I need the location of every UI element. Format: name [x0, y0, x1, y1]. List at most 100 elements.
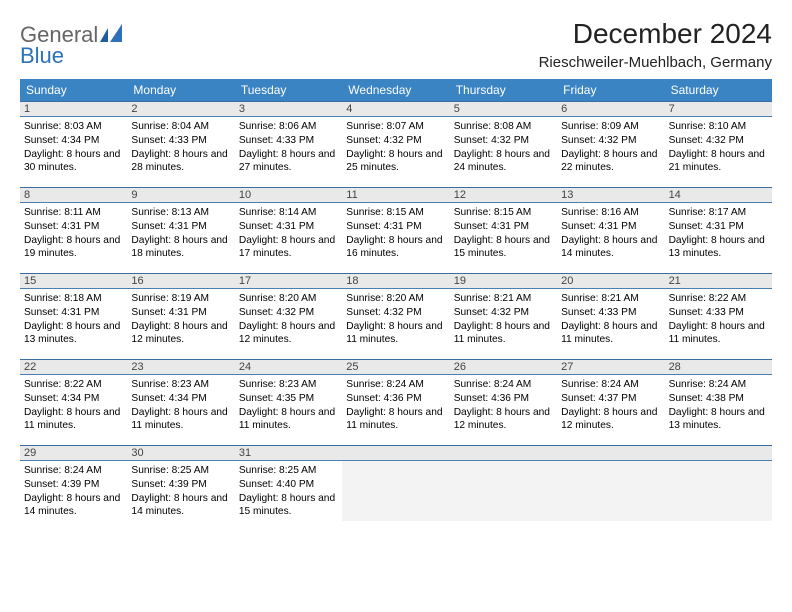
sunrise-text: Sunrise: 8:10 AM: [669, 120, 768, 134]
day-cell: 12Sunrise: 8:15 AMSunset: 4:31 PMDayligh…: [450, 187, 557, 273]
day-number: 9: [127, 187, 234, 203]
logo-text: General Blue: [20, 24, 126, 67]
day-cell: 30Sunrise: 8:25 AMSunset: 4:39 PMDayligh…: [127, 445, 234, 531]
day-cell: 22Sunrise: 8:22 AMSunset: 4:34 PMDayligh…: [20, 359, 127, 445]
daylight-text: Daylight: 8 hours and 12 minutes.: [561, 406, 660, 434]
day-cell: 2Sunrise: 8:04 AMSunset: 4:33 PMDaylight…: [127, 101, 234, 187]
day-cell: 24Sunrise: 8:23 AMSunset: 4:35 PMDayligh…: [235, 359, 342, 445]
day-content: Sunrise: 8:08 AMSunset: 4:32 PMDaylight:…: [450, 117, 557, 183]
day-cell: 11Sunrise: 8:15 AMSunset: 4:31 PMDayligh…: [342, 187, 449, 273]
sunset-text: Sunset: 4:32 PM: [561, 134, 660, 148]
week-row: 15Sunrise: 8:18 AMSunset: 4:31 PMDayligh…: [20, 273, 772, 359]
day-number: 21: [665, 273, 772, 289]
day-cell: 17Sunrise: 8:20 AMSunset: 4:32 PMDayligh…: [235, 273, 342, 359]
day-cell: 27Sunrise: 8:24 AMSunset: 4:37 PMDayligh…: [557, 359, 664, 445]
dayname-tuesday: Tuesday: [235, 79, 342, 101]
sunset-text: Sunset: 4:31 PM: [131, 306, 230, 320]
sunrise-text: Sunrise: 8:24 AM: [454, 378, 553, 392]
day-number: 2: [127, 101, 234, 117]
sunrise-text: Sunrise: 8:25 AM: [131, 464, 230, 478]
day-content: Sunrise: 8:24 AMSunset: 4:39 PMDaylight:…: [20, 461, 127, 527]
day-number: 23: [127, 359, 234, 375]
dayname-row: Sunday Monday Tuesday Wednesday Thursday…: [20, 79, 772, 101]
daylight-text: Daylight: 8 hours and 11 minutes.: [561, 320, 660, 348]
sunset-text: Sunset: 4:32 PM: [239, 306, 338, 320]
sunrise-text: Sunrise: 8:13 AM: [131, 206, 230, 220]
day-content: Sunrise: 8:24 AMSunset: 4:36 PMDaylight:…: [342, 375, 449, 441]
day-content: Sunrise: 8:09 AMSunset: 4:32 PMDaylight:…: [557, 117, 664, 183]
title-block: December 2024 Rieschweiler-Muehlbach, Ge…: [539, 18, 772, 71]
day-number: 13: [557, 187, 664, 203]
sunrise-text: Sunrise: 8:24 AM: [24, 464, 123, 478]
sunrise-text: Sunrise: 8:20 AM: [239, 292, 338, 306]
daylight-text: Daylight: 8 hours and 11 minutes.: [346, 406, 445, 434]
daylight-text: Daylight: 8 hours and 13 minutes.: [669, 234, 768, 262]
daylight-text: Daylight: 8 hours and 21 minutes.: [669, 148, 768, 176]
sunrise-text: Sunrise: 8:20 AM: [346, 292, 445, 306]
day-content: Sunrise: 8:24 AMSunset: 4:36 PMDaylight:…: [450, 375, 557, 441]
page-header: General Blue December 2024 Rieschweiler-…: [20, 18, 772, 71]
sunrise-text: Sunrise: 8:06 AM: [239, 120, 338, 134]
daylight-text: Daylight: 8 hours and 11 minutes.: [346, 320, 445, 348]
day-content: Sunrise: 8:20 AMSunset: 4:32 PMDaylight:…: [342, 289, 449, 355]
day-cell: [342, 445, 449, 531]
sunrise-text: Sunrise: 8:18 AM: [24, 292, 123, 306]
sunrise-text: Sunrise: 8:19 AM: [131, 292, 230, 306]
sunset-text: Sunset: 4:32 PM: [669, 134, 768, 148]
sunrise-text: Sunrise: 8:23 AM: [131, 378, 230, 392]
sunset-text: Sunset: 4:38 PM: [669, 392, 768, 406]
week-row: 29Sunrise: 8:24 AMSunset: 4:39 PMDayligh…: [20, 445, 772, 531]
sunset-text: Sunset: 4:31 PM: [454, 220, 553, 234]
daylight-text: Daylight: 8 hours and 19 minutes.: [24, 234, 123, 262]
day-cell: 7Sunrise: 8:10 AMSunset: 4:32 PMDaylight…: [665, 101, 772, 187]
day-content: Sunrise: 8:04 AMSunset: 4:33 PMDaylight:…: [127, 117, 234, 183]
daylight-text: Daylight: 8 hours and 15 minutes.: [454, 234, 553, 262]
sunrise-text: Sunrise: 8:15 AM: [454, 206, 553, 220]
day-number: 5: [450, 101, 557, 117]
day-number: 10: [235, 187, 342, 203]
daylight-text: Daylight: 8 hours and 16 minutes.: [346, 234, 445, 262]
day-number: [450, 445, 557, 461]
day-cell: [557, 445, 664, 531]
sunrise-text: Sunrise: 8:15 AM: [346, 206, 445, 220]
dayname-saturday: Saturday: [665, 79, 772, 101]
day-number: 17: [235, 273, 342, 289]
logo-sails-icon: [100, 24, 126, 46]
sunset-text: Sunset: 4:33 PM: [239, 134, 338, 148]
day-content: [665, 461, 772, 521]
sunrise-text: Sunrise: 8:17 AM: [669, 206, 768, 220]
day-cell: 16Sunrise: 8:19 AMSunset: 4:31 PMDayligh…: [127, 273, 234, 359]
day-content: Sunrise: 8:22 AMSunset: 4:33 PMDaylight:…: [665, 289, 772, 355]
sunset-text: Sunset: 4:34 PM: [131, 392, 230, 406]
sunset-text: Sunset: 4:32 PM: [346, 134, 445, 148]
daylight-text: Daylight: 8 hours and 15 minutes.: [239, 492, 338, 520]
day-cell: 18Sunrise: 8:20 AMSunset: 4:32 PMDayligh…: [342, 273, 449, 359]
week-row: 22Sunrise: 8:22 AMSunset: 4:34 PMDayligh…: [20, 359, 772, 445]
day-content: Sunrise: 8:24 AMSunset: 4:38 PMDaylight:…: [665, 375, 772, 441]
daylight-text: Daylight: 8 hours and 28 minutes.: [131, 148, 230, 176]
week-row: 1Sunrise: 8:03 AMSunset: 4:34 PMDaylight…: [20, 101, 772, 187]
sunset-text: Sunset: 4:36 PM: [454, 392, 553, 406]
day-cell: 4Sunrise: 8:07 AMSunset: 4:32 PMDaylight…: [342, 101, 449, 187]
day-content: Sunrise: 8:11 AMSunset: 4:31 PMDaylight:…: [20, 203, 127, 269]
day-cell: 5Sunrise: 8:08 AMSunset: 4:32 PMDaylight…: [450, 101, 557, 187]
sunset-text: Sunset: 4:32 PM: [454, 134, 553, 148]
day-cell: 20Sunrise: 8:21 AMSunset: 4:33 PMDayligh…: [557, 273, 664, 359]
day-cell: [450, 445, 557, 531]
sunset-text: Sunset: 4:32 PM: [454, 306, 553, 320]
day-number: 29: [20, 445, 127, 461]
daylight-text: Daylight: 8 hours and 30 minutes.: [24, 148, 123, 176]
day-content: Sunrise: 8:15 AMSunset: 4:31 PMDaylight:…: [342, 203, 449, 269]
weeks-container: 1Sunrise: 8:03 AMSunset: 4:34 PMDaylight…: [20, 101, 772, 531]
day-cell: [665, 445, 772, 531]
sunset-text: Sunset: 4:31 PM: [669, 220, 768, 234]
day-content: Sunrise: 8:21 AMSunset: 4:32 PMDaylight:…: [450, 289, 557, 355]
day-cell: 21Sunrise: 8:22 AMSunset: 4:33 PMDayligh…: [665, 273, 772, 359]
sunset-text: Sunset: 4:33 PM: [131, 134, 230, 148]
sunset-text: Sunset: 4:31 PM: [561, 220, 660, 234]
sunrise-text: Sunrise: 8:16 AM: [561, 206, 660, 220]
day-content: Sunrise: 8:16 AMSunset: 4:31 PMDaylight:…: [557, 203, 664, 269]
dayname-friday: Friday: [557, 79, 664, 101]
sunset-text: Sunset: 4:33 PM: [669, 306, 768, 320]
sunrise-text: Sunrise: 8:23 AM: [239, 378, 338, 392]
